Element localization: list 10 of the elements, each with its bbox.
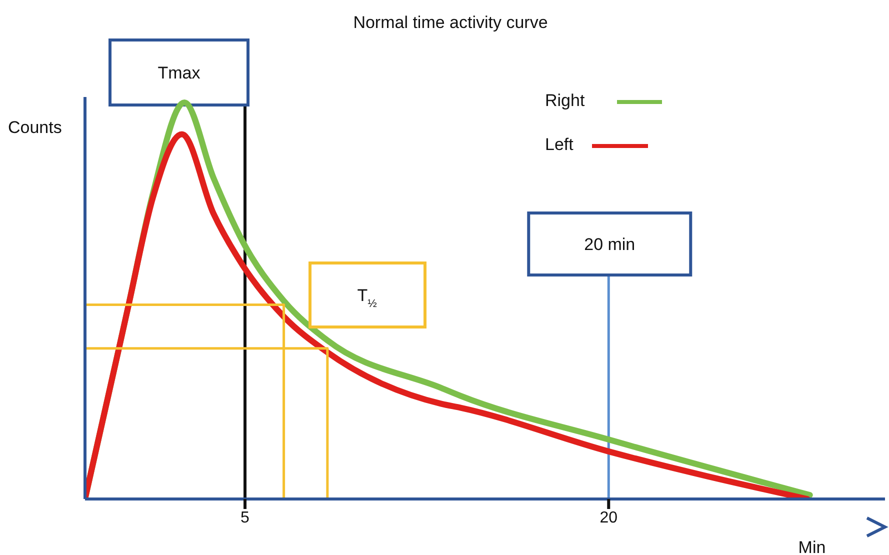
x-axis-title: Min xyxy=(798,538,826,555)
legend-label: Left xyxy=(545,135,574,154)
y-axis-title: Counts xyxy=(8,118,62,137)
chart-title: Normal time activity curve xyxy=(353,13,548,32)
legend-label: Right xyxy=(545,91,585,110)
annotation: T$_{½}$ xyxy=(357,286,377,310)
ref-line-label: Tmax xyxy=(158,64,201,82)
ref-line-label: 20 min xyxy=(584,235,636,254)
x-tick-label: 20 xyxy=(600,509,618,526)
x-tick-label: 5 xyxy=(240,509,250,526)
